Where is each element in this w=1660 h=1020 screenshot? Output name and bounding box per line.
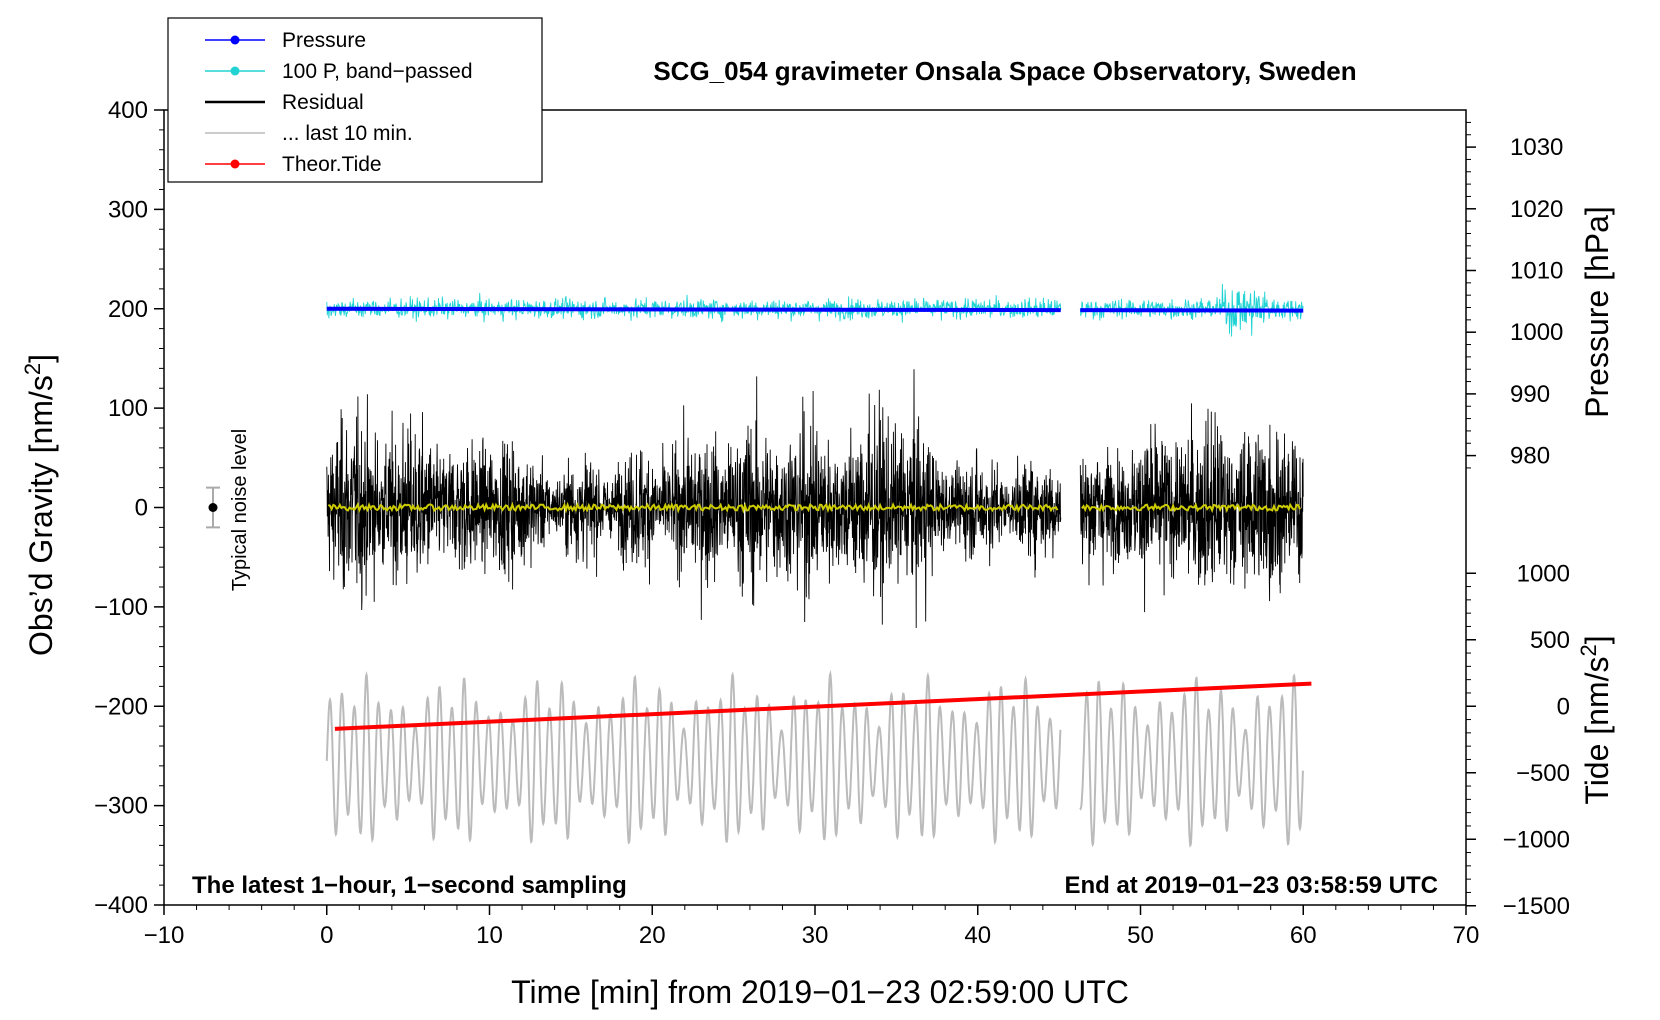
tide-label-end: ]	[1579, 635, 1615, 644]
x-tick-label-1: 0	[320, 922, 333, 949]
y-tick-label-2: 200	[108, 296, 148, 323]
y-tick-label-3: 100	[108, 395, 148, 422]
residual-smoothed-line-1	[1081, 502, 1301, 514]
noise-label: Typical noise level	[229, 429, 251, 591]
x-tick-label-5: 40	[964, 922, 991, 949]
pressure-tick-label-0: 1030	[1510, 134, 1563, 161]
left-y-label-end: ]	[23, 354, 59, 363]
left-y-label-text: Obs’d Gravity [nm/s	[23, 375, 59, 656]
last-10-min-line-1	[1079, 673, 1304, 848]
y-tick-label-7: −300	[94, 793, 148, 820]
legend-label-1: 100 P, band−passed	[282, 60, 473, 83]
legend-box	[167, 17, 543, 183]
tide-label-text: Tide [nm/s	[1579, 656, 1615, 804]
last-10-min-line-0	[325, 670, 1062, 846]
tide-tick-label-5: −1500	[1503, 893, 1570, 920]
chart-title: SCG_054 gravimeter Onsala Space Observat…	[653, 56, 1356, 86]
pressure-tick-label-1: 1020	[1510, 196, 1563, 223]
axes-layer: −10 0 10 20 30 40 50 60 704003002001000−100−200−…	[94, 97, 1570, 949]
pressure-tick-label-2: 1010	[1510, 257, 1563, 284]
residual-smoothed-line-0	[327, 501, 1059, 514]
y-tick-label-5: −100	[94, 594, 148, 621]
legend-label-3: ... last 10 min.	[282, 122, 413, 145]
tide-label-sup: 2	[1576, 644, 1601, 656]
pressure-line-0	[326, 306, 1061, 313]
legend-marker-4	[230, 159, 240, 169]
left-y-axis-label: Obs’d Gravity [nm/s2]	[20, 354, 59, 656]
x-tick-label-3: 20	[639, 922, 666, 949]
pressure-tick-label-3: 1000	[1510, 319, 1563, 346]
y-tick-label-1: 300	[108, 196, 148, 223]
pressure-axis-label: Pressure [hPa]	[1579, 206, 1615, 418]
series-layer	[325, 283, 1312, 848]
legend-label-4: Theor.Tide	[282, 153, 382, 176]
sampling-note: The latest 1−hour, 1−second sampling	[192, 872, 627, 899]
tide-tick-label-0: 1000	[1517, 560, 1570, 587]
x-tick-label-0: −10	[144, 922, 185, 949]
tide-tick-label-2: 0	[1557, 693, 1570, 720]
x-axis-label: Time [min] from 2019−01−23 02:59:00 UTC	[511, 974, 1129, 1010]
left-y-label-sup: 2	[20, 363, 45, 375]
legend-label-2: Residual	[282, 91, 364, 114]
noise-dot	[208, 503, 218, 512]
tide-axis-label: Tide [nm/s2]	[1576, 635, 1615, 804]
x-tick-label-7: 60	[1290, 922, 1317, 949]
y-tick-label-0: 400	[108, 97, 148, 124]
pressure-tick-label-5: 980	[1510, 443, 1550, 470]
legend-label-0: Pressure	[282, 29, 366, 52]
pressure-tick-label-4: 990	[1510, 381, 1550, 408]
end-time-note: End at 2019−01−23 03:58:59 UTC	[1064, 872, 1438, 899]
y-tick-label-6: −200	[94, 693, 148, 720]
noise-indicator: Typical noise level	[206, 429, 251, 591]
legend-marker-0	[230, 35, 240, 45]
y-tick-label-4: 0	[135, 495, 148, 522]
legend-entries: Pressure 100 P, band−passed Residual ... la…	[205, 29, 473, 176]
tide-line	[334, 681, 1312, 731]
y-tick-label-8: −400	[94, 892, 148, 919]
tide-tick-label-4: −1000	[1503, 826, 1570, 853]
residual-line-1	[1079, 403, 1304, 613]
x-tick-label-6: 50	[1127, 922, 1154, 949]
legend: Pressure 100 P, band−passed Residual ... la…	[167, 17, 543, 183]
x-tick-label-4: 30	[802, 922, 829, 949]
legend-marker-1	[230, 66, 240, 76]
x-tick-label-8: 70	[1453, 922, 1480, 949]
tide-tick-label-1: 500	[1530, 627, 1570, 654]
x-tick-label-2: 10	[476, 922, 503, 949]
tide-tick-label-3: −500	[1516, 760, 1570, 787]
residual-line-0	[326, 369, 1062, 629]
